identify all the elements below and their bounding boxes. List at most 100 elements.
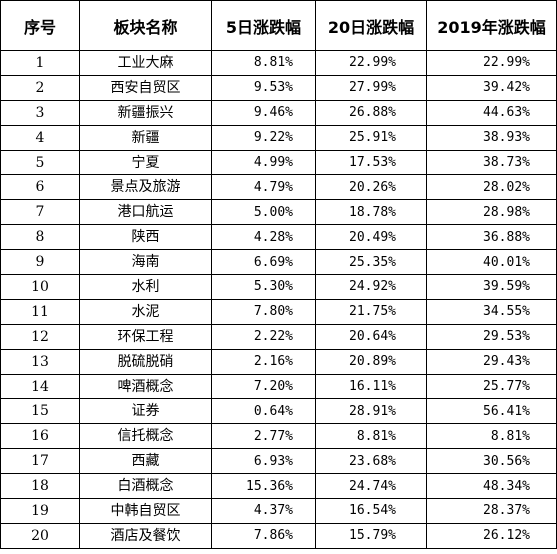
- row-5day-change: 9.46%: [211, 99, 316, 126]
- row-sector-name: 西藏: [79, 448, 212, 475]
- row-2019-change: 36.88%: [426, 224, 557, 251]
- row-5day-change: 2.77%: [211, 423, 316, 450]
- row-20day-change: 15.79%: [315, 522, 427, 549]
- row-index: 13: [0, 348, 80, 375]
- table-row: 15 证券 0.64% 28.91% 56.41%: [0, 398, 557, 425]
- row-sector-name: 景点及旅游: [79, 174, 212, 201]
- row-index: 20: [0, 522, 80, 549]
- row-index: 14: [0, 373, 80, 400]
- row-5day-change: 2.16%: [211, 348, 316, 375]
- row-index: 3: [0, 99, 80, 126]
- row-5day-change: 6.93%: [211, 448, 316, 475]
- row-2019-change: 56.41%: [426, 398, 557, 425]
- row-20day-change: 27.99%: [315, 74, 427, 101]
- header-row: 序号 板块名称 5日涨跌幅 20日涨跌幅 2019年涨跌幅: [0, 0, 557, 51]
- row-index: 16: [0, 423, 80, 450]
- row-2019-change: 30.56%: [426, 448, 557, 475]
- row-20day-change: 16.11%: [315, 373, 427, 400]
- table-row: 14 啤酒概念 7.20% 16.11% 25.77%: [0, 373, 557, 400]
- table-row: 16 信托概念 2.77% 8.81% 8.81%: [0, 423, 557, 450]
- row-sector-name: 酒店及餐饮: [79, 522, 212, 549]
- row-5day-change: 5.00%: [211, 199, 316, 226]
- row-5day-change: 2.22%: [211, 323, 316, 350]
- row-20day-change: 25.91%: [315, 124, 427, 151]
- table-row: 1 工业大麻 8.81% 22.99% 22.99%: [0, 50, 557, 76]
- row-5day-change: 15.36%: [211, 473, 316, 500]
- table-row: 2 西安自贸区 9.53% 27.99% 39.42%: [0, 74, 557, 101]
- row-index: 19: [0, 498, 80, 524]
- table-row: 18 白酒概念 15.36% 24.74% 48.34%: [0, 473, 557, 500]
- row-20day-change: 20.64%: [315, 323, 427, 350]
- table-row: 3 新疆振兴 9.46% 26.88% 44.63%: [0, 99, 557, 126]
- row-5day-change: 0.64%: [211, 398, 316, 425]
- row-index: 12: [0, 323, 80, 350]
- row-20day-change: 26.88%: [315, 99, 427, 126]
- row-index: 2: [0, 74, 80, 101]
- row-2019-change: 8.81%: [426, 423, 557, 450]
- table-row: 7 港口航运 5.00% 18.78% 28.98%: [0, 199, 557, 226]
- row-5day-change: 7.80%: [211, 298, 316, 325]
- row-20day-change: 20.26%: [315, 174, 427, 201]
- table-row: 10 水利 5.30% 24.92% 39.59%: [0, 274, 557, 300]
- row-20day-change: 8.81%: [315, 423, 427, 450]
- row-index: 18: [0, 473, 80, 500]
- row-sector-name: 陕西: [79, 224, 212, 251]
- row-2019-change: 28.02%: [426, 174, 557, 201]
- row-index: 6: [0, 174, 80, 201]
- row-index: 11: [0, 298, 80, 325]
- table-row: 9 海南 6.69% 25.35% 40.01%: [0, 249, 557, 276]
- table-row: 17 西藏 6.93% 23.68% 30.56%: [0, 448, 557, 475]
- row-20day-change: 23.68%: [315, 448, 427, 475]
- row-index: 1: [0, 50, 80, 76]
- row-5day-change: 4.37%: [211, 498, 316, 524]
- row-sector-name: 中韩自贸区: [79, 498, 212, 524]
- row-2019-change: 38.93%: [426, 124, 557, 151]
- table-row: 19 中韩自贸区 4.37% 16.54% 28.37%: [0, 498, 557, 524]
- row-sector-name: 信托概念: [79, 423, 212, 450]
- row-index: 5: [0, 149, 80, 176]
- row-2019-change: 22.99%: [426, 50, 557, 76]
- table-row: 20 酒店及餐饮 7.86% 15.79% 26.12%: [0, 522, 557, 549]
- row-sector-name: 新疆振兴: [79, 99, 212, 126]
- table-row: 5 宁夏 4.99% 17.53% 38.73%: [0, 149, 557, 176]
- row-sector-name: 新疆: [79, 124, 212, 151]
- table-row: 4 新疆 9.22% 25.91% 38.93%: [0, 124, 557, 151]
- row-sector-name: 工业大麻: [79, 50, 212, 76]
- row-index: 8: [0, 224, 80, 251]
- header-sector-name: 板块名称: [79, 0, 212, 51]
- header-2019-change: 2019年涨跌幅: [426, 0, 557, 51]
- row-20day-change: 24.92%: [315, 274, 427, 300]
- row-2019-change: 40.01%: [426, 249, 557, 276]
- row-sector-name: 脱硫脱硝: [79, 348, 212, 375]
- row-index: 17: [0, 448, 80, 475]
- row-sector-name: 西安自贸区: [79, 74, 212, 101]
- row-2019-change: 26.12%: [426, 522, 557, 549]
- row-5day-change: 8.81%: [211, 50, 316, 76]
- row-2019-change: 28.37%: [426, 498, 557, 524]
- row-index: 7: [0, 199, 80, 226]
- row-20day-change: 20.49%: [315, 224, 427, 251]
- header-20day-change: 20日涨跌幅: [315, 0, 427, 51]
- row-2019-change: 34.55%: [426, 298, 557, 325]
- row-sector-name: 证券: [79, 398, 212, 425]
- row-20day-change: 24.74%: [315, 473, 427, 500]
- row-5day-change: 9.53%: [211, 74, 316, 101]
- row-5day-change: 4.99%: [211, 149, 316, 176]
- row-20day-change: 20.89%: [315, 348, 427, 375]
- row-5day-change: 7.20%: [211, 373, 316, 400]
- row-2019-change: 39.59%: [426, 274, 557, 300]
- row-5day-change: 5.30%: [211, 274, 316, 300]
- row-index: 4: [0, 124, 80, 151]
- table-row: 13 脱硫脱硝 2.16% 20.89% 29.43%: [0, 348, 557, 375]
- row-5day-change: 4.79%: [211, 174, 316, 201]
- table-row: 12 环保工程 2.22% 20.64% 29.53%: [0, 323, 557, 350]
- row-20day-change: 18.78%: [315, 199, 427, 226]
- row-sector-name: 宁夏: [79, 149, 212, 176]
- row-2019-change: 25.77%: [426, 373, 557, 400]
- row-2019-change: 29.43%: [426, 348, 557, 375]
- row-20day-change: 16.54%: [315, 498, 427, 524]
- row-5day-change: 6.69%: [211, 249, 316, 276]
- row-20day-change: 17.53%: [315, 149, 427, 176]
- row-2019-change: 44.63%: [426, 99, 557, 126]
